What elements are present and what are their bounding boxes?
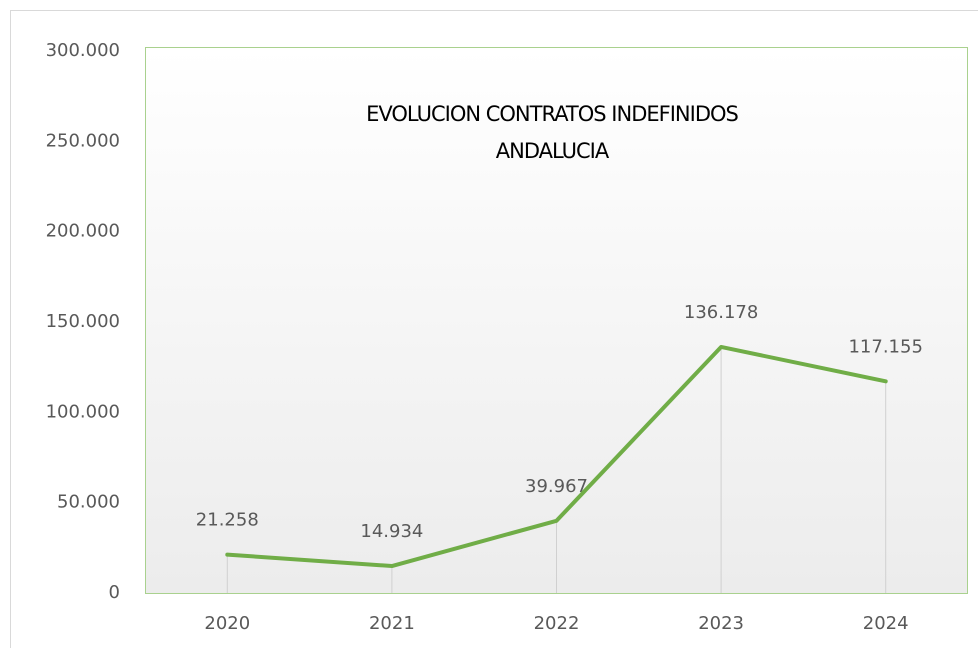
x-tick-label: 2020 (204, 613, 250, 634)
chart-border (10, 10, 978, 648)
x-tick-label: 2022 (534, 613, 580, 634)
x-tick-label: 2024 (863, 613, 909, 634)
y-tick-label: 150.000 (46, 311, 120, 332)
chart-title: ANDALUCIA (496, 139, 610, 163)
y-tick-label: 0 (109, 582, 120, 603)
x-tick-label: 2023 (698, 613, 744, 634)
y-tick-label: 50.000 (57, 492, 120, 513)
y-tick-label: 300.000 (46, 40, 120, 61)
x-tick-label: 2021 (369, 613, 415, 634)
y-tick-label: 200.000 (46, 221, 120, 242)
line (225, 344, 888, 569)
y-tick-label: 250.000 (46, 130, 120, 151)
data-label: 39.967 (525, 476, 588, 497)
data-label: 136.178 (684, 302, 758, 323)
data-label: 21.258 (196, 510, 259, 531)
data-label: 14.934 (360, 521, 423, 542)
plot-area (145, 47, 968, 594)
chart-title: EVOLUCION CONTRATOS INDEFINIDOS (366, 102, 738, 126)
y-tick-label: 100.000 (46, 401, 120, 422)
data-label: 117.155 (848, 336, 922, 357)
